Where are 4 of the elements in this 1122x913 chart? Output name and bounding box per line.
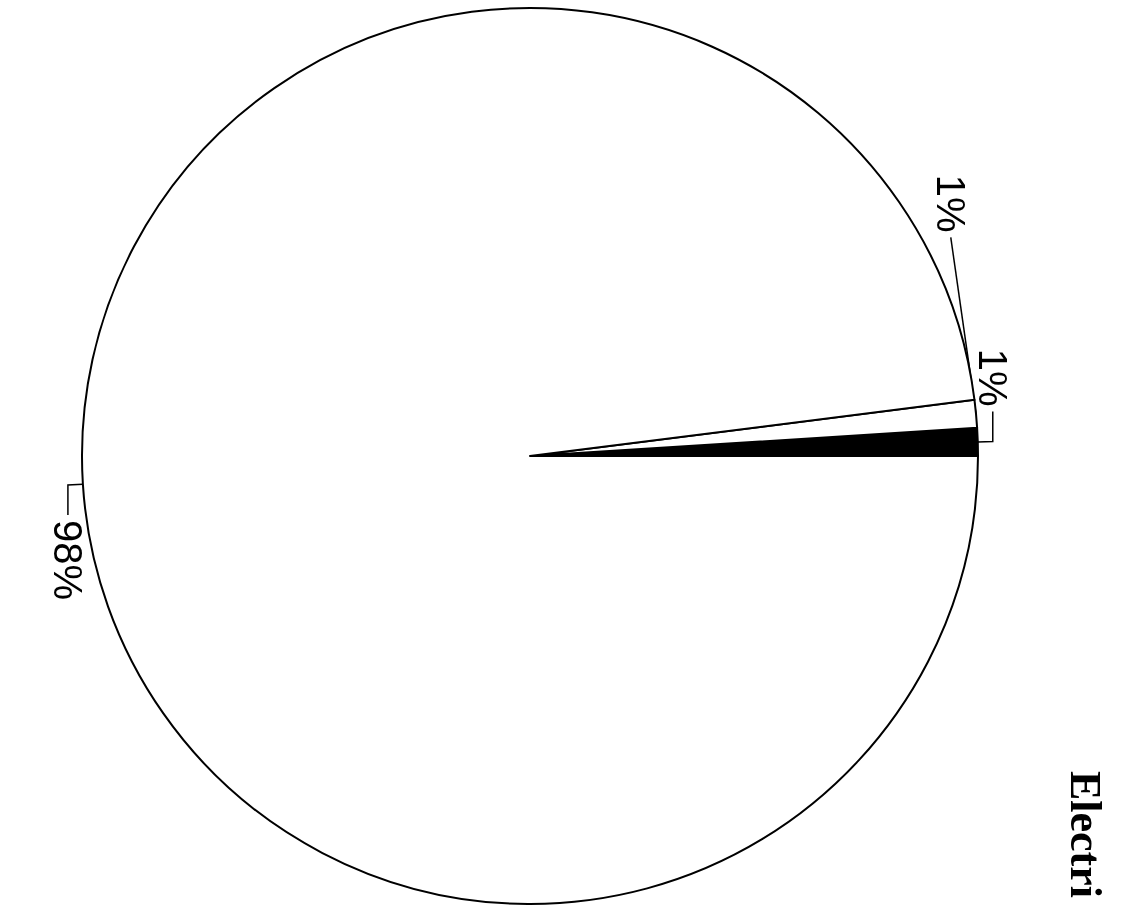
text: Electri [1060,770,1110,899]
data-label: 1% [928,174,973,233]
data-label: 1% [970,348,1015,407]
data-label: 98% [45,520,90,601]
